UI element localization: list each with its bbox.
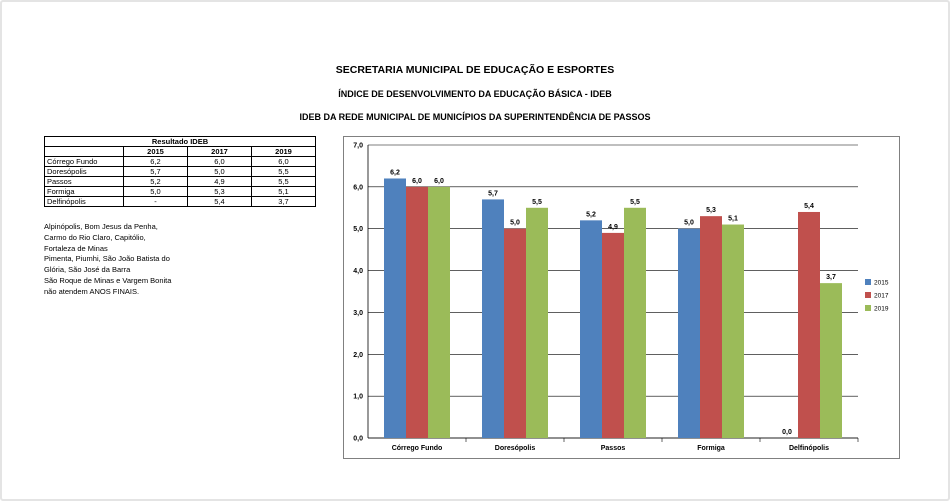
table-corner-cell <box>44 146 124 157</box>
bar-2017 <box>504 228 526 438</box>
data-label: 5,3 <box>706 207 716 214</box>
bar-2015 <box>384 178 406 438</box>
y-tick-label: 6,0 <box>353 184 363 191</box>
table-row: Delfinópolis - 5,4 3,7 <box>44 196 316 207</box>
legend-swatch <box>865 305 871 311</box>
table-city-cell: Passos <box>44 176 124 187</box>
legend-swatch <box>865 292 871 298</box>
bar-2019 <box>526 207 548 438</box>
bar-2019 <box>820 283 842 438</box>
data-label: 0,0 <box>782 429 792 436</box>
table-title: Resultado IDEB <box>44 136 316 147</box>
table-value-cell: 6,0 <box>187 156 252 167</box>
bar-2015 <box>580 220 602 438</box>
table-value-cell: 4,9 <box>187 176 252 187</box>
table-value-cell: 6,2 <box>123 156 188 167</box>
bar-2015 <box>678 228 700 438</box>
table-header-row: 2015 2017 2019 <box>44 146 316 157</box>
table-value-cell: 5,3 <box>187 186 252 197</box>
bar-2019 <box>624 207 646 438</box>
table-value-cell: 5,0 <box>123 186 188 197</box>
data-label: 5,5 <box>532 199 542 206</box>
chart-area: 0,0 1,0 2,0 3,0 4,0 5,0 6,0 7,0 Córrego Fundo 6,2… <box>343 136 900 459</box>
legend-label: 2015 <box>874 280 889 287</box>
header-title: SECRETARIA MUNICIPAL DE EDUCAÇÃO E ESPOR… <box>335 64 615 76</box>
note-line: Glória, São José da Barra <box>44 265 131 275</box>
table-city-cell: Córrego Fundo <box>44 156 124 167</box>
table-value-cell: 6,0 <box>251 156 316 167</box>
table-value-cell: 5,2 <box>123 176 188 187</box>
data-label: 3,7 <box>826 274 836 281</box>
data-label: 5,1 <box>728 216 738 223</box>
bar-chart: 0,0 1,0 2,0 3,0 4,0 5,0 6,0 7,0 Córrego Fundo 6,2… <box>353 143 889 453</box>
data-label: 5,7 <box>488 190 498 197</box>
legend-label: 2017 <box>874 293 889 300</box>
data-label: 5,0 <box>510 220 520 227</box>
bar-2017 <box>602 232 624 438</box>
bar-2017 <box>798 211 820 438</box>
data-label: 5,4 <box>804 203 814 210</box>
table-row: Passos 5,2 4,9 5,5 <box>44 176 316 187</box>
data-label: 5,5 <box>630 199 640 206</box>
data-label: 5,2 <box>586 211 596 218</box>
table-row: Córrego Fundo 6,2 6,0 6,0 <box>44 156 316 167</box>
data-label: 6,0 <box>412 178 422 185</box>
x-tick-label: Passos <box>601 445 626 452</box>
legend-swatch <box>865 279 871 285</box>
bar-2015 <box>482 199 504 438</box>
table-city-cell: Doresópolis <box>44 166 124 177</box>
note-text: Alpinópolis, Bom Jesus da Penha, Carmo d… <box>44 222 184 298</box>
header-chart-title: IDEB DA REDE MUNICIPAL DE MUNICÍPIOS DA … <box>299 112 651 122</box>
note-line: Fortaleza de Minas <box>44 243 108 253</box>
legend-label: 2019 <box>874 306 889 313</box>
table-value-cell: 5,5 <box>251 176 316 187</box>
bar-2017 <box>700 216 722 438</box>
y-tick-label: 4,0 <box>353 268 363 275</box>
table-value-cell: 5,4 <box>187 196 252 207</box>
note-line: Alpinópolis, Bom Jesus da Penha, <box>44 222 158 231</box>
data-label: 6,2 <box>390 169 400 176</box>
bar-2019 <box>428 186 450 438</box>
results-table: Resultado IDEB 2015 2017 2019 Córrego Fu… <box>44 136 316 207</box>
table-city-cell: Delfinópolis <box>44 196 124 207</box>
bar-2017 <box>406 186 428 438</box>
data-label: 5,0 <box>684 220 694 227</box>
y-tick-label: 0,0 <box>353 436 363 443</box>
x-tick-label: Córrego Fundo <box>392 445 443 452</box>
table-value-cell: - <box>123 196 188 207</box>
table-value-cell: 5,1 <box>251 186 316 197</box>
y-tick-label: 1,0 <box>353 394 363 401</box>
y-tick-label: 3,0 <box>353 310 363 317</box>
y-tick-label: 7,0 <box>353 143 363 150</box>
table-row: Doresópolis 5,7 5,0 5,5 <box>44 166 316 177</box>
data-label: 4,9 <box>608 224 618 231</box>
bar-2019 <box>722 224 744 438</box>
x-tick-label: Doresópolis <box>495 445 536 452</box>
header-subtitle: ÍNDICE DE DESENVOLVIMENTO DA EDUCAÇÃO BÁ… <box>338 89 612 99</box>
data-label: 6,0 <box>434 178 444 185</box>
table-year-header: 2015 <box>123 146 188 157</box>
table-value-cell: 5,7 <box>123 166 188 177</box>
x-tick-label: Formiga <box>697 445 725 452</box>
table-value-cell: 5,5 <box>251 166 316 177</box>
note-line: São Roque de Minas e Vargem Bonita <box>44 275 172 285</box>
x-tick-label: Delfinópolis <box>789 445 829 452</box>
y-tick-label: 5,0 <box>353 226 363 233</box>
table-value-cell: 3,7 <box>251 196 316 207</box>
note-line: Carmo do Rio Claro, Capitólio, <box>44 232 146 242</box>
note-line: não atendem ANOS FINAIS. <box>44 286 140 296</box>
table-title-row: Resultado IDEB <box>44 136 316 147</box>
table-city-cell: Formiga <box>44 186 124 197</box>
table-year-header: 2017 <box>187 146 252 157</box>
note-line: Pimenta, Piumhi, São João Batista do <box>44 254 170 264</box>
y-tick-label: 2,0 <box>353 352 363 359</box>
table-value-cell: 5,0 <box>187 166 252 177</box>
table-year-header: 2019 <box>251 146 316 157</box>
table-row: Formiga 5,0 5,3 5,1 <box>44 186 316 197</box>
